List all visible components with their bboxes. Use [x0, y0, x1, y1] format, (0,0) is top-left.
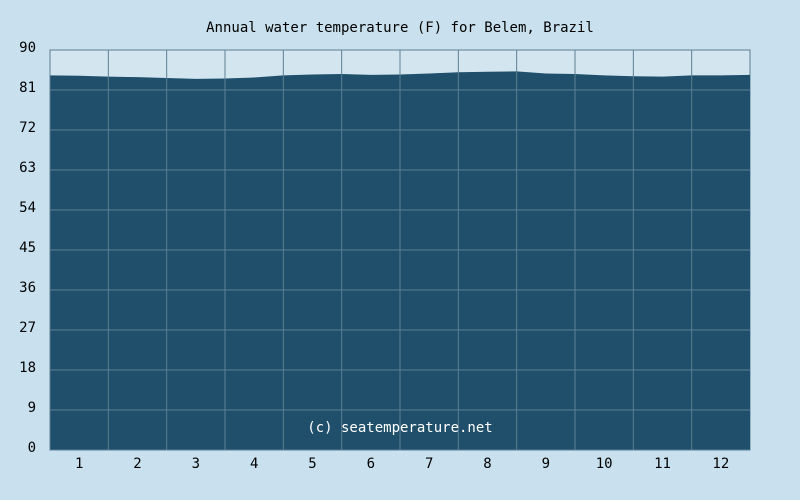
y-tick-label: 18	[19, 360, 36, 376]
y-tick-label: 9	[28, 400, 36, 416]
y-tick-label: 63	[19, 160, 36, 176]
x-tick-label: 12	[712, 456, 729, 472]
y-tick-label: 90	[19, 40, 36, 56]
y-tick-label: 81	[19, 80, 36, 96]
y-tick-label: 54	[19, 200, 36, 216]
x-tick-label: 6	[367, 456, 375, 472]
x-tick-label: 4	[250, 456, 258, 472]
x-tick-label: 5	[308, 456, 316, 472]
y-tick-label: 72	[19, 120, 36, 136]
y-tick-label: 45	[19, 240, 36, 256]
y-tick-label: 36	[19, 280, 36, 296]
y-tick-label: 0	[28, 440, 36, 456]
x-tick-label: 8	[483, 456, 491, 472]
chart-title: Annual water temperature (F) for Belem, …	[206, 20, 594, 36]
x-tick-label: 3	[192, 456, 200, 472]
x-tick-label: 1	[75, 456, 83, 472]
x-tick-label: 11	[654, 456, 671, 472]
x-tick-label: 9	[542, 456, 550, 472]
annotation: (c) seatemperature.net	[307, 420, 492, 436]
x-tick-label: 7	[425, 456, 433, 472]
x-tick-label: 10	[596, 456, 613, 472]
x-tick-label: 2	[133, 456, 141, 472]
y-tick-label: 27	[19, 320, 36, 336]
